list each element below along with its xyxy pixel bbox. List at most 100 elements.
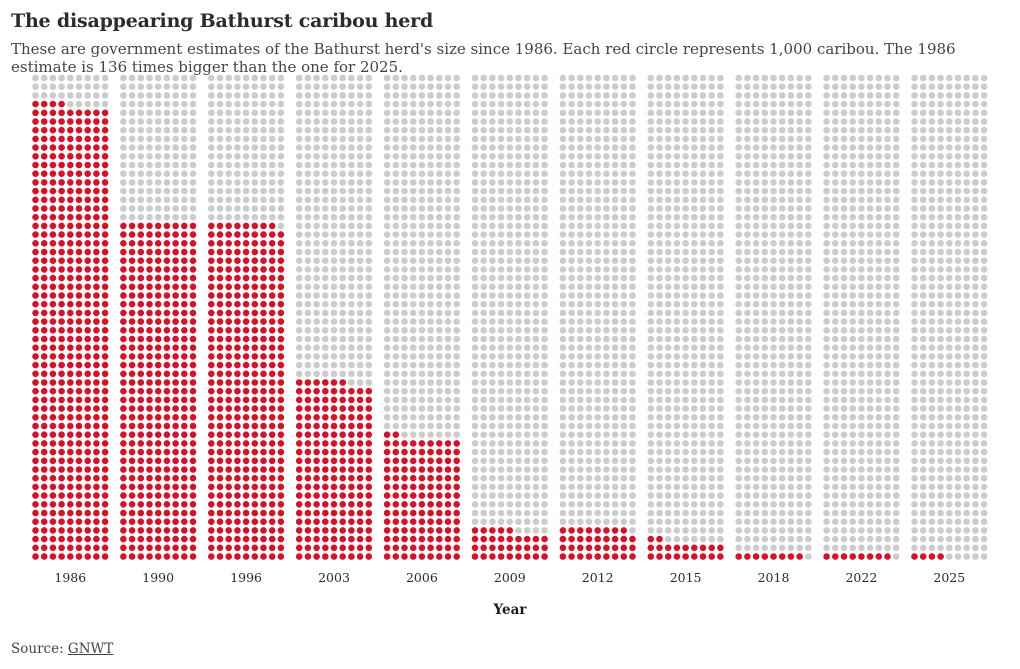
caribou-dot	[260, 509, 267, 517]
empty-dot	[330, 292, 338, 299]
empty-dot	[744, 292, 751, 299]
empty-dot	[673, 370, 681, 378]
empty-dot	[656, 509, 663, 517]
caribou-dot	[313, 509, 320, 517]
empty-dot	[673, 213, 681, 221]
empty-dot	[620, 344, 628, 352]
empty-dot	[208, 144, 215, 151]
caribou-dot	[313, 466, 320, 473]
empty-dot	[744, 205, 751, 212]
empty-dot	[682, 153, 689, 160]
empty-dot	[752, 196, 760, 204]
caribou-dot	[208, 361, 215, 369]
caribou-dot	[225, 387, 232, 395]
empty-dot	[647, 379, 655, 386]
empty-dot	[154, 118, 162, 125]
empty-dot	[761, 161, 769, 169]
empty-dot	[866, 353, 874, 360]
caribou-dot	[409, 448, 417, 456]
caribou-dot	[304, 501, 312, 508]
empty-dot	[787, 544, 795, 552]
empty-dot	[629, 492, 636, 499]
empty-dot	[348, 240, 355, 247]
caribou-dot	[234, 231, 241, 238]
empty-dot	[682, 370, 689, 378]
empty-dot	[489, 466, 496, 473]
waffle-column-2012	[559, 74, 636, 560]
caribou-dot	[242, 431, 250, 439]
empty-dot	[489, 344, 496, 352]
empty-dot	[532, 92, 540, 99]
caribou-dot	[172, 292, 179, 299]
caribou-dot	[444, 483, 452, 491]
caribou-dot	[251, 231, 259, 238]
empty-dot	[489, 109, 496, 117]
empty-dot	[480, 153, 488, 160]
caribou-dot	[304, 379, 312, 386]
caribou-dot	[251, 431, 259, 439]
empty-dot	[515, 414, 522, 421]
empty-dot	[629, 153, 636, 160]
empty-dot	[603, 379, 610, 386]
caribou-dot	[304, 492, 312, 499]
caribou-dot	[268, 300, 276, 308]
empty-dot	[840, 179, 848, 186]
caribou-dot	[365, 431, 373, 439]
empty-dot	[832, 283, 839, 291]
empty-dot	[444, 266, 452, 273]
empty-dot	[866, 448, 874, 456]
waffle-column-2018	[735, 74, 812, 560]
empty-dot	[480, 474, 488, 482]
caribou-dot	[383, 501, 391, 508]
empty-dot	[585, 222, 593, 230]
empty-dot	[585, 309, 593, 317]
empty-dot	[523, 144, 531, 151]
empty-dot	[568, 431, 575, 439]
empty-dot	[603, 509, 610, 517]
empty-dot	[163, 118, 171, 125]
empty-dot	[664, 205, 672, 212]
empty-dot	[585, 474, 593, 482]
empty-dot	[664, 240, 672, 247]
empty-dot	[577, 361, 584, 369]
empty-dot	[313, 187, 320, 195]
empty-dot	[242, 74, 250, 82]
empty-dot	[409, 100, 417, 108]
caribou-dot	[365, 405, 373, 412]
empty-dot	[40, 74, 48, 82]
empty-dot	[532, 109, 540, 117]
empty-dot	[744, 231, 751, 238]
empty-dot	[866, 509, 874, 517]
empty-dot	[770, 205, 777, 212]
empty-dot	[559, 318, 567, 325]
caribou-dot	[172, 240, 179, 247]
empty-dot	[471, 327, 479, 334]
empty-dot	[383, 274, 391, 282]
caribou-dot	[339, 483, 347, 491]
empty-dot	[699, 74, 707, 82]
caribou-dot	[137, 509, 145, 517]
empty-dot	[356, 335, 364, 343]
empty-dot	[268, 100, 276, 108]
caribou-dot	[251, 527, 259, 534]
empty-dot	[471, 187, 479, 195]
empty-dot	[480, 509, 488, 517]
caribou-dot	[251, 422, 259, 430]
caribou-dot	[154, 509, 162, 517]
empty-dot	[778, 327, 786, 334]
empty-dot	[541, 83, 548, 90]
caribou-dot	[101, 161, 109, 169]
caribou-dot	[154, 292, 162, 299]
caribou-dot	[691, 553, 698, 560]
caribou-dot	[120, 335, 127, 343]
empty-dot	[365, 205, 373, 212]
empty-dot	[444, 379, 452, 386]
caribou-dot	[251, 283, 259, 291]
caribou-dot	[49, 231, 57, 238]
empty-dot	[673, 257, 681, 265]
caribou-dot	[154, 553, 162, 560]
caribou-dot	[101, 466, 109, 473]
caribou-dot	[330, 405, 338, 412]
caribou-dot	[49, 213, 57, 221]
caribou-dot	[251, 274, 259, 282]
